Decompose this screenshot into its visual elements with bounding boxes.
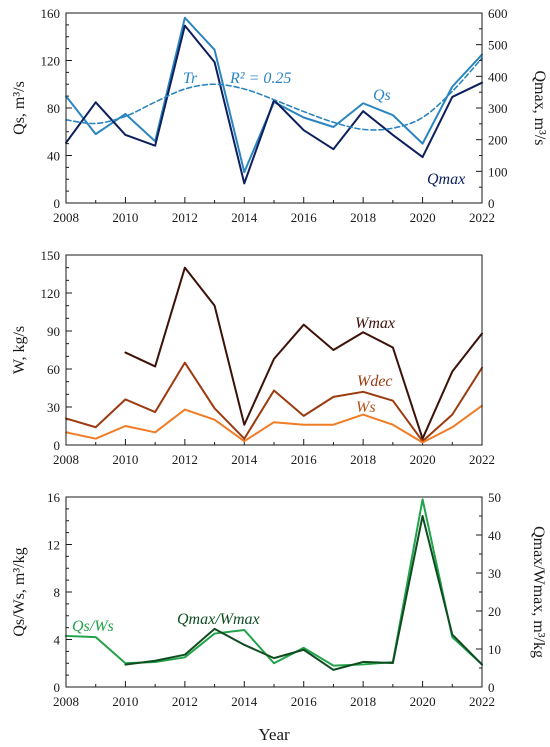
p1-y2tick-600: 600 <box>488 6 508 21</box>
p2-ytick-30: 30 <box>47 400 60 415</box>
p1-ytick-40: 40 <box>47 149 60 164</box>
p1-ytick-0: 0 <box>54 196 61 211</box>
series-ws <box>65 404 483 444</box>
p2-xtick-2012: 2012 <box>172 452 198 467</box>
p1-label-tr: Tr <box>183 70 198 87</box>
x-axis-title: Year <box>258 725 290 744</box>
p1-y2tick-500: 500 <box>488 38 508 53</box>
p2-xtick-2008: 2008 <box>53 452 79 467</box>
p2-xtick-2020: 2020 <box>410 452 436 467</box>
p1-xtick-2010: 2010 <box>112 210 138 225</box>
p3-ytick-8: 8 <box>54 585 61 600</box>
p2-ylabel: W, kg/s <box>11 326 28 374</box>
p2-ytick-0: 0 <box>54 438 61 453</box>
p1-ytick-120: 120 <box>41 54 61 69</box>
panel-load: 2008 2010 2012 2014 2016 2018 2020 2022 … <box>11 248 495 467</box>
p1-label-qs: Qs <box>373 87 391 104</box>
panel-3-frame <box>65 496 483 688</box>
series-qs <box>65 16 483 174</box>
p1-xtick-2016: 2016 <box>291 210 318 225</box>
p2-xtick-2022: 2022 <box>469 452 495 467</box>
p1-y2tick-100: 100 <box>488 164 508 179</box>
p1-xtick-2012: 2012 <box>172 210 198 225</box>
p1-label-qmax: Qmax <box>427 171 465 188</box>
panel-1-frame <box>65 12 483 204</box>
p3-ytick-0: 0 <box>54 680 61 695</box>
p3-xtick-2018: 2018 <box>350 694 376 709</box>
p3-y2label: Qmax/Wmax, m³/kg <box>530 526 547 658</box>
p2-ytick-90: 90 <box>47 324 60 339</box>
p3-y2tick-10: 10 <box>488 642 501 657</box>
p1-y2label: Qmax, m³/s <box>531 70 548 145</box>
p3-xtick-2012: 2012 <box>172 694 198 709</box>
p1-ytick-80: 80 <box>47 101 60 116</box>
p3-xtick-2008: 2008 <box>53 694 79 709</box>
panel-2-frame <box>65 254 483 446</box>
p3-y2tick-20: 20 <box>488 604 501 619</box>
p1-y2tick-0: 0 <box>488 196 495 211</box>
p1-y2tick-400: 400 <box>488 69 508 84</box>
p1-xtick-2008: 2008 <box>53 210 79 225</box>
p1-xtick-2022: 2022 <box>469 210 495 225</box>
p2-label-ws: Ws <box>356 399 376 416</box>
p1-ylabel: Qs, m³/s <box>11 81 28 135</box>
p2-label-wmax: Wmax <box>355 315 395 332</box>
p2-xtick-2016: 2016 <box>291 452 318 467</box>
p3-ytick-4: 4 <box>54 633 61 648</box>
series-qs-ws <box>65 498 483 667</box>
p3-y2tick-40: 40 <box>488 528 501 543</box>
panel-2-ticks <box>65 254 483 446</box>
panel-ratio: 2008 2010 2012 2014 2016 2018 2020 2022 … <box>11 490 547 744</box>
p3-xtick-2022: 2022 <box>469 694 495 709</box>
p3-ylabel: Qs/Ws, m³/kg <box>11 547 28 636</box>
p3-label-qs-ws: Qs/Ws <box>72 618 114 635</box>
p2-label-wdec: Wdec <box>357 373 393 390</box>
p3-xtick-2016: 2016 <box>291 694 318 709</box>
series-wmax <box>124 266 483 440</box>
p1-xtick-2014: 2014 <box>231 210 258 225</box>
p3-y2tick-30: 30 <box>488 566 501 581</box>
panel-1-series <box>65 16 483 185</box>
p2-ytick-60: 60 <box>47 362 60 377</box>
series-tr <box>65 57 483 131</box>
panel-2-series <box>65 266 483 444</box>
p3-y2tick-50: 50 <box>488 490 501 505</box>
panel-3-series <box>65 498 483 671</box>
p3-ytick-16: 16 <box>47 490 61 505</box>
p1-label-r2: R² = 0.25 <box>229 70 291 87</box>
p3-xtick-2010: 2010 <box>112 694 138 709</box>
p3-label-qmax-wmax: Qmax/Wmax <box>177 611 260 628</box>
p3-xtick-2014: 2014 <box>231 694 258 709</box>
p3-xtick-2020: 2020 <box>410 694 436 709</box>
p2-xtick-2014: 2014 <box>231 452 258 467</box>
panel-discharge: 2008 2010 2012 2014 2016 2018 2020 2022 … <box>11 6 548 225</box>
p2-xtick-2018: 2018 <box>350 452 376 467</box>
p2-ytick-150: 150 <box>41 248 61 263</box>
p1-y2tick-300: 300 <box>488 101 508 116</box>
p3-ytick-12: 12 <box>47 538 60 553</box>
series-qmax-wmax <box>124 515 483 671</box>
panel-1-gridless-ticks <box>65 12 483 204</box>
p1-xtick-2018: 2018 <box>350 210 376 225</box>
p2-ytick-120: 120 <box>41 286 61 301</box>
series-wdec <box>65 361 483 443</box>
p2-xtick-2010: 2010 <box>112 452 138 467</box>
p1-xtick-2020: 2020 <box>410 210 436 225</box>
p1-y2tick-200: 200 <box>488 133 508 148</box>
p1-ytick-160: 160 <box>41 6 61 21</box>
p3-y2tick-0: 0 <box>488 680 495 695</box>
